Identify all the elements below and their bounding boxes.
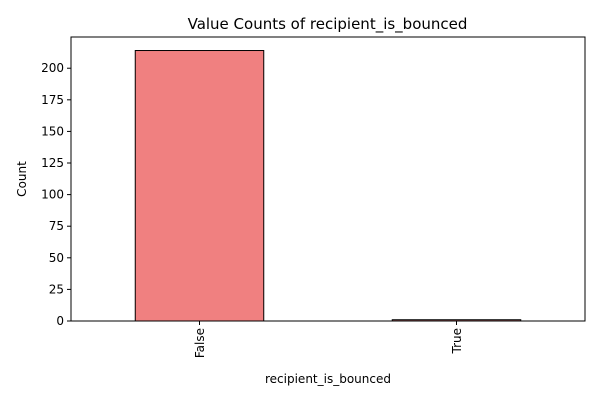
y-axis-label: Count — [15, 161, 29, 197]
y-tick-label: 75 — [49, 219, 64, 233]
y-axis: 0 25 50 75 100 125 150 175 200 — [41, 61, 71, 328]
y-tick-label: 150 — [41, 124, 64, 138]
chart-title: Value Counts of recipient_is_bounced — [188, 15, 468, 34]
y-tick-label: 0 — [56, 314, 64, 328]
y-tick-label: 125 — [41, 156, 64, 170]
y-tick-label: 175 — [41, 93, 64, 107]
y-tick-label: 200 — [41, 61, 64, 75]
y-tick-label: 50 — [49, 251, 64, 265]
y-tick-label: 100 — [41, 188, 64, 202]
bars-layer — [134, 50, 522, 322]
x-tick-label-true: True — [450, 328, 464, 355]
x-tick-label-false: False — [193, 328, 207, 358]
x-axis-label: recipient_is_bounced — [265, 372, 391, 386]
bar-false — [134, 50, 265, 322]
plot-frame — [70, 36, 586, 322]
y-tick-label: 25 — [49, 282, 64, 296]
x-axis: False True — [193, 321, 464, 358]
